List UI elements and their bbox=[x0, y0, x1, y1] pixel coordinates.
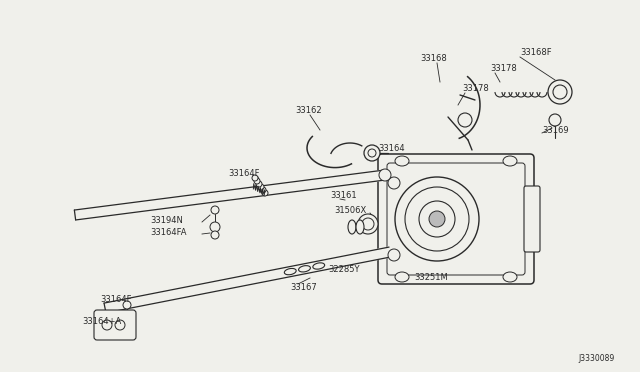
Circle shape bbox=[405, 187, 469, 251]
Text: 33168: 33168 bbox=[420, 54, 447, 62]
Ellipse shape bbox=[395, 272, 409, 282]
Text: 33164F: 33164F bbox=[100, 295, 131, 305]
Circle shape bbox=[388, 249, 400, 261]
Circle shape bbox=[388, 177, 400, 189]
Text: 33169: 33169 bbox=[542, 125, 568, 135]
Text: 33178: 33178 bbox=[462, 83, 489, 93]
Text: 33162: 33162 bbox=[295, 106, 322, 115]
Circle shape bbox=[419, 201, 455, 237]
Circle shape bbox=[364, 145, 380, 161]
Text: 33168F: 33168F bbox=[520, 48, 552, 57]
Circle shape bbox=[260, 187, 266, 193]
Circle shape bbox=[115, 320, 125, 330]
Circle shape bbox=[254, 178, 260, 184]
Ellipse shape bbox=[313, 263, 324, 269]
Text: J3330089: J3330089 bbox=[579, 354, 615, 363]
Circle shape bbox=[368, 149, 376, 157]
Ellipse shape bbox=[503, 272, 517, 282]
Ellipse shape bbox=[395, 156, 409, 166]
Text: 33164F: 33164F bbox=[228, 169, 259, 177]
Ellipse shape bbox=[284, 269, 296, 275]
Text: 33164: 33164 bbox=[378, 144, 404, 153]
Circle shape bbox=[211, 206, 219, 214]
FancyBboxPatch shape bbox=[387, 163, 525, 275]
Text: 33161: 33161 bbox=[330, 190, 356, 199]
Circle shape bbox=[395, 177, 479, 261]
Circle shape bbox=[549, 114, 561, 126]
Text: 33164+A: 33164+A bbox=[82, 317, 121, 327]
Circle shape bbox=[358, 214, 378, 234]
Polygon shape bbox=[74, 170, 386, 220]
Text: 33251M: 33251M bbox=[414, 273, 448, 282]
Ellipse shape bbox=[356, 220, 364, 234]
Circle shape bbox=[252, 175, 258, 181]
Text: 33167: 33167 bbox=[290, 283, 317, 292]
FancyBboxPatch shape bbox=[524, 186, 540, 252]
Circle shape bbox=[123, 301, 131, 309]
Circle shape bbox=[258, 184, 264, 190]
FancyBboxPatch shape bbox=[378, 154, 534, 284]
Circle shape bbox=[458, 113, 472, 127]
Circle shape bbox=[210, 222, 220, 232]
Ellipse shape bbox=[503, 156, 517, 166]
Circle shape bbox=[379, 169, 391, 181]
Circle shape bbox=[102, 320, 112, 330]
Text: 32285Y: 32285Y bbox=[328, 266, 360, 275]
Text: 33178: 33178 bbox=[490, 64, 516, 73]
Ellipse shape bbox=[299, 266, 310, 272]
Text: 33194N: 33194N bbox=[150, 215, 183, 224]
Circle shape bbox=[256, 181, 262, 187]
Circle shape bbox=[211, 231, 219, 239]
Circle shape bbox=[548, 80, 572, 104]
Ellipse shape bbox=[348, 220, 356, 234]
Circle shape bbox=[553, 85, 567, 99]
Circle shape bbox=[429, 211, 445, 227]
FancyBboxPatch shape bbox=[94, 310, 136, 340]
Text: 33164FA: 33164FA bbox=[150, 228, 186, 237]
Polygon shape bbox=[104, 247, 391, 313]
Text: 31506X: 31506X bbox=[334, 205, 366, 215]
Circle shape bbox=[362, 218, 374, 230]
Circle shape bbox=[262, 190, 268, 196]
